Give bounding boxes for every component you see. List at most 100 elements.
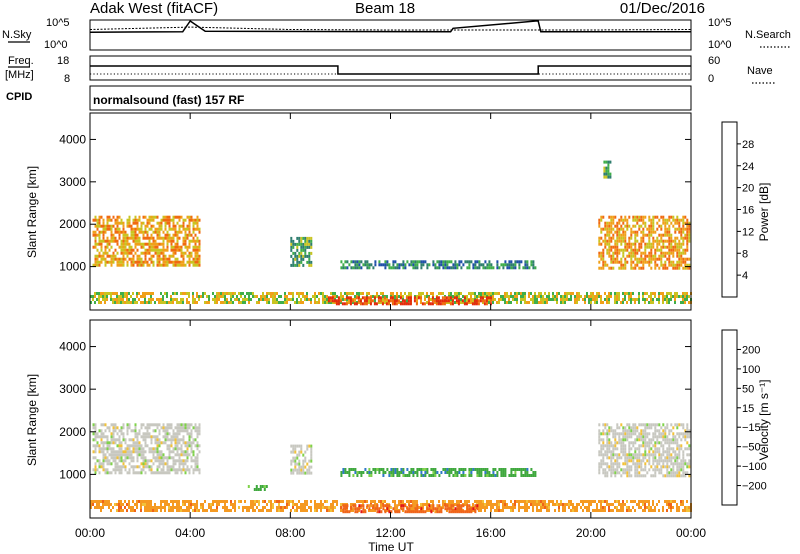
heat-cell bbox=[134, 450, 137, 454]
heat-cell bbox=[496, 301, 498, 304]
heat-cell bbox=[634, 257, 637, 261]
heat-cell bbox=[610, 450, 613, 454]
heat-cell bbox=[186, 426, 189, 430]
heat-cell bbox=[403, 299, 406, 303]
heat-cell bbox=[662, 221, 665, 225]
heat-cell bbox=[178, 441, 181, 445]
heat-cell bbox=[240, 292, 242, 295]
heat-cell bbox=[400, 471, 403, 474]
heat-cell bbox=[472, 507, 475, 511]
heat-cell bbox=[598, 221, 601, 225]
heat-cell bbox=[150, 447, 153, 451]
heat-cell bbox=[388, 504, 391, 508]
heat-cell bbox=[644, 233, 647, 237]
heat-cell bbox=[202, 295, 204, 298]
heat-cell bbox=[178, 438, 181, 442]
heat-cell bbox=[402, 500, 404, 503]
heat-cell bbox=[556, 301, 558, 304]
heat-cell bbox=[210, 506, 212, 509]
heat-cell bbox=[126, 260, 129, 264]
heat-cell bbox=[638, 503, 640, 506]
heat-cell bbox=[396, 266, 399, 270]
heat-cell bbox=[120, 295, 122, 298]
heat-cell bbox=[112, 224, 115, 228]
heat-cell bbox=[622, 453, 625, 457]
heat-cell bbox=[104, 224, 107, 228]
heat-cell bbox=[160, 509, 162, 512]
heat-cell bbox=[548, 509, 550, 512]
heat-cell bbox=[446, 301, 448, 304]
heat-cell bbox=[602, 432, 605, 436]
heat-cell bbox=[638, 218, 641, 222]
heat-cell bbox=[346, 504, 349, 508]
heat-cell bbox=[162, 456, 165, 460]
heat-cell bbox=[634, 474, 637, 478]
heat-cell bbox=[628, 251, 631, 255]
heat-cell bbox=[630, 465, 633, 469]
heat-cell bbox=[392, 471, 395, 474]
heat-cell bbox=[96, 221, 99, 225]
heat-cell bbox=[222, 292, 224, 295]
heat-cell bbox=[654, 230, 657, 234]
heat-cell bbox=[610, 239, 613, 243]
heat-cell bbox=[490, 266, 493, 270]
heat-cell bbox=[388, 474, 391, 477]
heat-cell bbox=[682, 423, 685, 427]
heat-cell bbox=[526, 506, 528, 509]
heat-cell bbox=[120, 245, 123, 249]
heat-cell bbox=[345, 302, 348, 306]
heat-cell bbox=[114, 236, 117, 240]
heat-cell bbox=[298, 468, 301, 472]
heat-cell bbox=[662, 215, 665, 219]
heat-cell bbox=[176, 215, 179, 219]
heat-cell bbox=[644, 435, 647, 439]
heat-cell bbox=[622, 230, 625, 234]
heat-cell bbox=[162, 506, 164, 509]
heat-cell bbox=[636, 257, 639, 261]
heat-cell bbox=[130, 230, 133, 234]
heat-cell bbox=[423, 302, 426, 306]
heat-cell bbox=[176, 500, 178, 503]
heat-cell bbox=[126, 432, 129, 436]
colorbar-frame bbox=[721, 121, 738, 298]
heat-cell bbox=[184, 444, 187, 448]
heat-cell bbox=[628, 468, 631, 472]
heat-cell bbox=[156, 438, 159, 442]
heat-cell bbox=[686, 471, 689, 475]
heat-cell bbox=[108, 218, 111, 222]
heat-cell bbox=[648, 453, 651, 457]
heat-cell bbox=[606, 423, 609, 427]
heat-cell bbox=[198, 218, 201, 222]
heat-cell bbox=[450, 507, 453, 511]
heat-cell bbox=[182, 301, 184, 304]
heat-cell bbox=[624, 468, 627, 472]
heat-cell bbox=[634, 301, 636, 304]
heat-cell bbox=[94, 292, 96, 295]
heat-cell bbox=[196, 251, 199, 255]
heat-cell bbox=[224, 503, 226, 506]
heat-cell bbox=[92, 438, 95, 442]
heat-cell bbox=[164, 233, 167, 237]
heat-cell bbox=[660, 224, 663, 228]
heat-cell bbox=[684, 233, 687, 237]
heat-cell bbox=[188, 215, 191, 219]
heat-cell bbox=[174, 459, 177, 463]
heat-cell bbox=[130, 506, 132, 509]
heat-cell bbox=[308, 239, 311, 243]
heat-cell bbox=[310, 263, 313, 267]
heat-cell bbox=[612, 447, 615, 451]
heat-cell bbox=[600, 251, 603, 255]
heat-cell bbox=[266, 292, 268, 295]
heat-cell bbox=[118, 429, 121, 433]
heat-cell bbox=[642, 468, 645, 472]
heat-cell bbox=[636, 426, 639, 430]
heat-cell bbox=[94, 301, 96, 304]
heat-cell bbox=[648, 224, 651, 228]
heat-cell bbox=[638, 462, 641, 466]
heat-cell bbox=[614, 438, 617, 442]
heat-cell bbox=[272, 298, 274, 301]
heat-cell bbox=[668, 239, 671, 243]
heat-cell bbox=[188, 301, 190, 304]
heat-cell bbox=[228, 301, 230, 304]
heat-cell bbox=[152, 239, 155, 243]
